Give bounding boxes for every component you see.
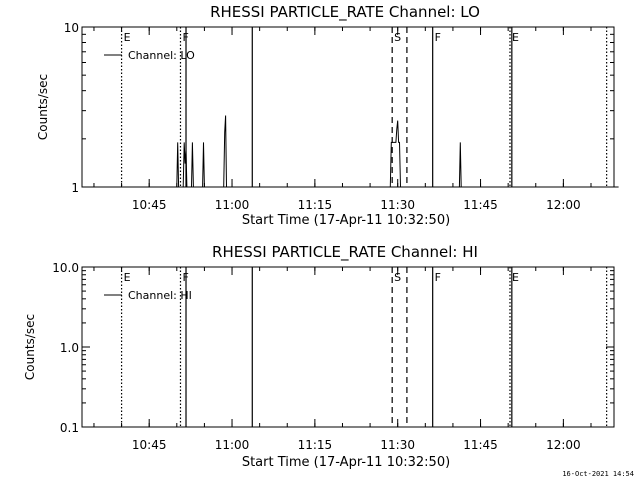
series-line	[82, 115, 619, 188]
y-axis-label: Counts/sec	[36, 74, 50, 140]
y-tick-label: 10	[64, 21, 79, 35]
chart-panel-2: RHESSI PARTICLE_RATE Channel: HIEFSFE0.1…	[23, 243, 615, 470]
y-tick-label: 1	[71, 181, 79, 195]
x-tick-label: 11:15	[298, 198, 333, 212]
x-tick-label: 11:00	[215, 438, 250, 452]
y-tick-label: 0.1	[60, 421, 79, 435]
event-marker-label: E	[512, 271, 519, 284]
x-tick-label: 11:45	[463, 438, 498, 452]
chart-title: RHESSI PARTICLE_RATE Channel: HI	[212, 243, 478, 262]
chart-title: RHESSI PARTICLE_RATE Channel: LO	[210, 3, 480, 22]
y-axis-label: Counts/sec	[23, 314, 37, 380]
x-tick-label: 12:00	[546, 438, 581, 452]
x-tick-label: 10:45	[132, 198, 167, 212]
y-tick-label: 1.0	[60, 341, 79, 355]
chart-panel-1: RHESSI PARTICLE_RATE Channel: LOEFSFE110…	[36, 3, 619, 228]
y-tick-label: 10.0	[52, 261, 79, 275]
x-tick-label: 11:30	[380, 198, 415, 212]
event-marker-label: S	[394, 31, 401, 44]
legend-label: Channel: HI	[128, 289, 192, 302]
event-marker-label: E	[512, 31, 519, 44]
x-tick-label: 12:00	[546, 198, 581, 212]
event-marker-label: E	[124, 31, 131, 44]
event-marker-label: F	[435, 31, 441, 44]
event-marker-label: E	[124, 271, 131, 284]
x-tick-label: 10:45	[132, 438, 167, 452]
x-tick-label: 11:45	[463, 198, 498, 212]
legend-label: Channel: LO	[128, 49, 195, 62]
event-marker-label: S	[394, 271, 401, 284]
x-tick-label: 11:15	[298, 438, 333, 452]
x-tick-label: 11:30	[380, 438, 415, 452]
event-marker-label: F	[435, 271, 441, 284]
generation-timestamp: 16-Oct-2021 14:54	[562, 470, 634, 478]
x-axis-label: Start Time (17-Apr-11 10:32:50)	[242, 213, 450, 228]
x-axis-label: Start Time (17-Apr-11 10:32:50)	[242, 455, 450, 470]
x-tick-label: 11:00	[215, 198, 250, 212]
